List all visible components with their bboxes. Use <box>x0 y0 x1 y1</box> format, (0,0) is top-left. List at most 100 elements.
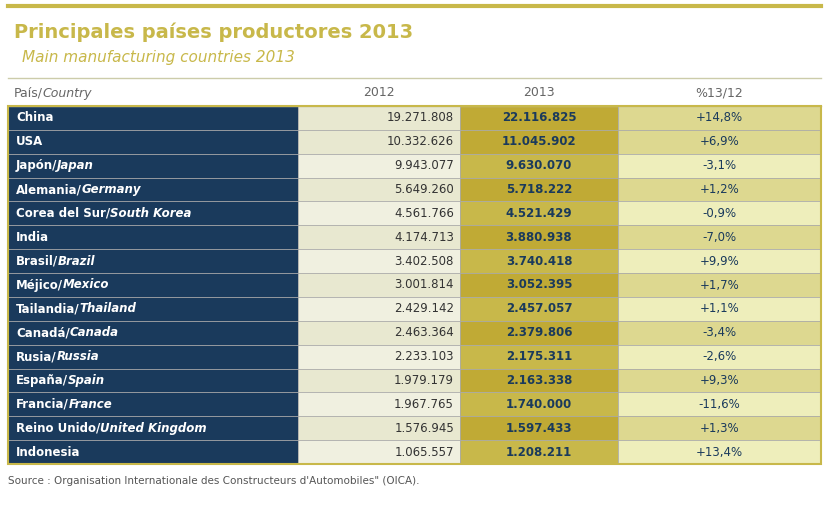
Text: 9.630.070: 9.630.070 <box>505 159 571 172</box>
Text: Spain: Spain <box>68 374 105 387</box>
Text: -3,4%: -3,4% <box>701 326 735 339</box>
Text: 5.718.222: 5.718.222 <box>505 183 571 196</box>
Text: 2.163.338: 2.163.338 <box>505 374 571 387</box>
Text: +9,9%: +9,9% <box>699 255 739 268</box>
Text: +13,4%: +13,4% <box>695 446 742 459</box>
Text: 2012: 2012 <box>363 86 394 100</box>
Text: 3.880.938: 3.880.938 <box>505 231 571 244</box>
Text: Tailandia/: Tailandia/ <box>16 302 79 315</box>
Bar <box>8 202 297 226</box>
Bar <box>460 368 617 392</box>
Bar <box>617 321 820 344</box>
Text: Russia: Russia <box>56 350 99 363</box>
Bar <box>460 392 617 416</box>
Bar <box>8 226 297 249</box>
Text: Mexico: Mexico <box>63 278 109 292</box>
Text: 4.521.429: 4.521.429 <box>505 207 571 220</box>
Bar <box>297 416 460 440</box>
Bar <box>617 344 820 368</box>
Bar <box>8 130 297 154</box>
Text: Thailand: Thailand <box>79 302 137 315</box>
Bar <box>297 368 460 392</box>
Bar <box>297 249 460 273</box>
Text: -11,6%: -11,6% <box>698 398 739 411</box>
Text: Francia/: Francia/ <box>16 398 69 411</box>
Text: 1.740.000: 1.740.000 <box>505 398 571 411</box>
Bar <box>617 392 820 416</box>
Bar <box>460 249 617 273</box>
Bar <box>460 154 617 178</box>
Bar <box>297 392 460 416</box>
Text: +1,1%: +1,1% <box>699 302 739 315</box>
Text: 10.332.626: 10.332.626 <box>387 135 454 148</box>
Text: Corea del Sur/: Corea del Sur/ <box>16 207 110 220</box>
Bar <box>297 106 460 130</box>
Text: USA: USA <box>16 135 43 148</box>
Bar <box>8 368 297 392</box>
Bar <box>8 80 820 106</box>
Bar <box>8 440 297 464</box>
Bar <box>617 368 820 392</box>
Text: 1.597.433: 1.597.433 <box>505 422 571 435</box>
Text: South Korea: South Korea <box>110 207 191 220</box>
Bar <box>460 321 617 344</box>
Text: 4.561.766: 4.561.766 <box>393 207 454 220</box>
Text: %13/12: %13/12 <box>695 86 743 100</box>
Text: Canadá/: Canadá/ <box>16 326 70 339</box>
Bar <box>8 154 297 178</box>
Text: 1.208.211: 1.208.211 <box>505 446 571 459</box>
Bar <box>460 178 617 202</box>
Bar <box>8 344 297 368</box>
Bar <box>8 321 297 344</box>
Text: 5.649.260: 5.649.260 <box>394 183 454 196</box>
Text: +9,3%: +9,3% <box>699 374 739 387</box>
Bar <box>297 130 460 154</box>
Text: -0,9%: -0,9% <box>701 207 735 220</box>
Text: +1,3%: +1,3% <box>699 422 739 435</box>
Bar <box>460 416 617 440</box>
Text: 11.045.902: 11.045.902 <box>501 135 575 148</box>
Text: Reino Unido/: Reino Unido/ <box>16 422 100 435</box>
Text: 1.979.179: 1.979.179 <box>393 374 454 387</box>
Text: 3.052.395: 3.052.395 <box>505 278 571 292</box>
Bar <box>617 416 820 440</box>
Text: País/: País/ <box>14 86 43 100</box>
Text: 22.116.825: 22.116.825 <box>501 111 575 124</box>
Bar <box>617 249 820 273</box>
Text: España/: España/ <box>16 374 68 387</box>
Bar <box>617 297 820 321</box>
Bar <box>8 297 297 321</box>
Bar <box>8 416 297 440</box>
Text: 19.271.808: 19.271.808 <box>387 111 454 124</box>
Text: China: China <box>16 111 54 124</box>
Text: 3.740.418: 3.740.418 <box>505 255 571 268</box>
Text: United Kingdom: United Kingdom <box>100 422 207 435</box>
Bar <box>8 106 820 464</box>
Text: Japón/: Japón/ <box>16 159 57 172</box>
Text: 2.463.364: 2.463.364 <box>394 326 454 339</box>
Text: Canada: Canada <box>70 326 118 339</box>
Text: Source : Organisation Internationale des Constructeurs d'Automobiles" (OICA).: Source : Organisation Internationale des… <box>8 476 419 486</box>
Bar <box>460 226 617 249</box>
Text: +6,9%: +6,9% <box>699 135 739 148</box>
Text: Germany: Germany <box>82 183 142 196</box>
Text: -7,0%: -7,0% <box>701 231 735 244</box>
Text: Brazil: Brazil <box>58 255 95 268</box>
Text: 3.402.508: 3.402.508 <box>394 255 454 268</box>
Text: Rusia/: Rusia/ <box>16 350 56 363</box>
Text: 2.379.806: 2.379.806 <box>505 326 571 339</box>
Bar <box>297 154 460 178</box>
Bar <box>297 273 460 297</box>
Bar <box>617 130 820 154</box>
Bar <box>8 106 297 130</box>
Text: Main manufacturing countries 2013: Main manufacturing countries 2013 <box>22 50 295 65</box>
Bar <box>617 226 820 249</box>
Bar <box>8 178 297 202</box>
Bar <box>460 440 617 464</box>
Text: Alemania/: Alemania/ <box>16 183 82 196</box>
Bar <box>617 154 820 178</box>
Bar <box>460 130 617 154</box>
Bar <box>297 321 460 344</box>
Text: 4.174.713: 4.174.713 <box>393 231 454 244</box>
Bar <box>8 273 297 297</box>
